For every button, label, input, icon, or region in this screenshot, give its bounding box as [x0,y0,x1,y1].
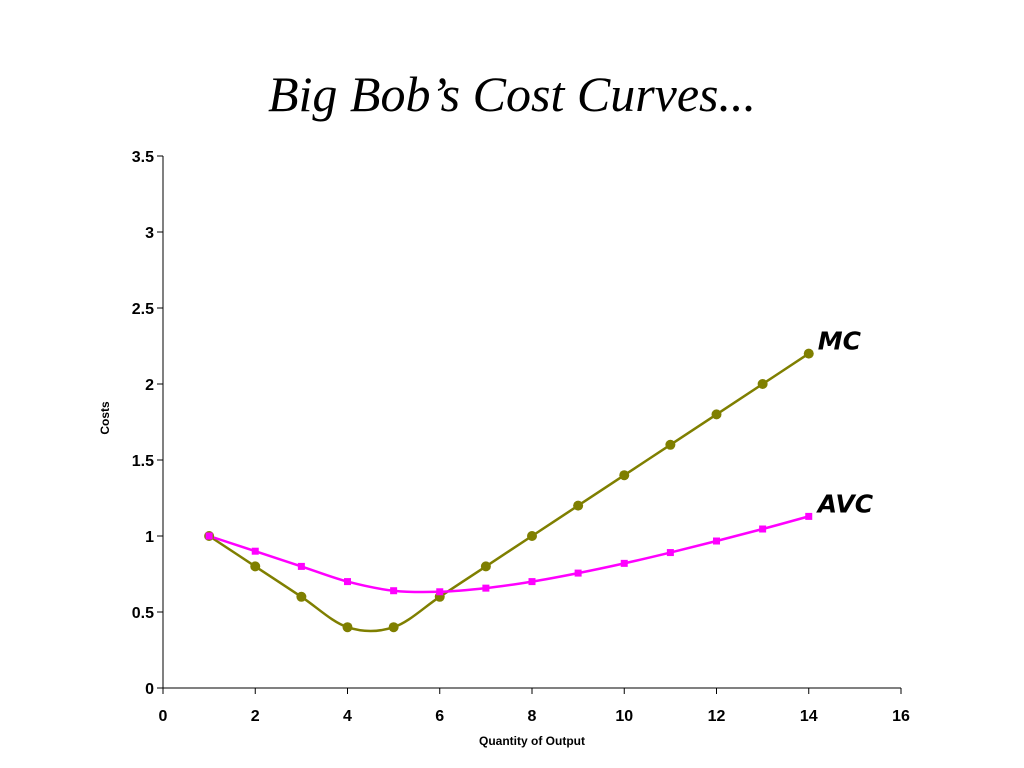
mc-point [619,470,630,481]
x-tick-label: 0 [159,708,168,725]
mc-point [665,439,676,450]
x-tick-label: 2 [251,708,260,725]
mc-point [527,531,537,541]
x-axis-label: Quantity of Output [479,734,585,748]
y-tick-label: 1.5 [132,453,154,470]
x-tick-label: 14 [800,708,818,725]
avc-point [574,569,582,577]
avc-series-label: AVC [816,489,874,518]
mc-point [296,591,307,602]
avc-point [390,587,398,595]
mc-point [480,561,491,572]
avc-point [666,549,674,557]
y-tick-label: 1 [145,529,154,546]
avc-point [344,578,351,586]
avc-point [713,537,720,545]
y-tick-label: 3.5 [132,149,154,166]
avc-point [251,547,259,555]
mc-line [208,352,810,633]
x-tick-label: 6 [435,708,444,725]
mc-point [757,379,768,389]
avc-point [482,584,490,592]
series-lines [208,352,810,633]
series-labels: MC AVC [816,327,874,519]
avc-point [297,562,305,570]
chart-title: Big Bob’s Cost Curves... [268,66,756,122]
mc-point [711,409,722,420]
y-axis-label: Costs [98,401,112,435]
avc-line [208,515,810,594]
avc-point [759,525,767,533]
x-tick-label: 8 [528,708,537,725]
x-tick-label: 10 [615,708,633,725]
y-tick-label: 3 [145,225,154,242]
mc-point [250,561,261,572]
avc-point [528,578,536,586]
series-markers [204,348,814,633]
x-tick-label: 4 [343,708,352,725]
avc-point [620,559,628,567]
avc-point [205,532,213,540]
axes [157,155,902,694]
mc-point [388,622,399,633]
y-tick-label: 2.5 [132,301,154,318]
avc-point [436,588,444,596]
mc-point [803,348,814,359]
y-tick-label: 0.5 [132,605,154,622]
y-tick-label: 2 [145,377,154,394]
x-tick-label: 16 [892,708,910,725]
tick-labels: 0 0.5 1 1.5 2 2.5 3 3.5 0 2 4 6 8 10 12 14 16 [132,149,910,725]
mc-series-label: MC [818,327,862,356]
mc-point [342,622,353,633]
y-tick-label: 0 [145,681,154,698]
avc-point [805,512,813,520]
mc-point [573,500,584,511]
x-tick-label: 12 [708,708,726,725]
